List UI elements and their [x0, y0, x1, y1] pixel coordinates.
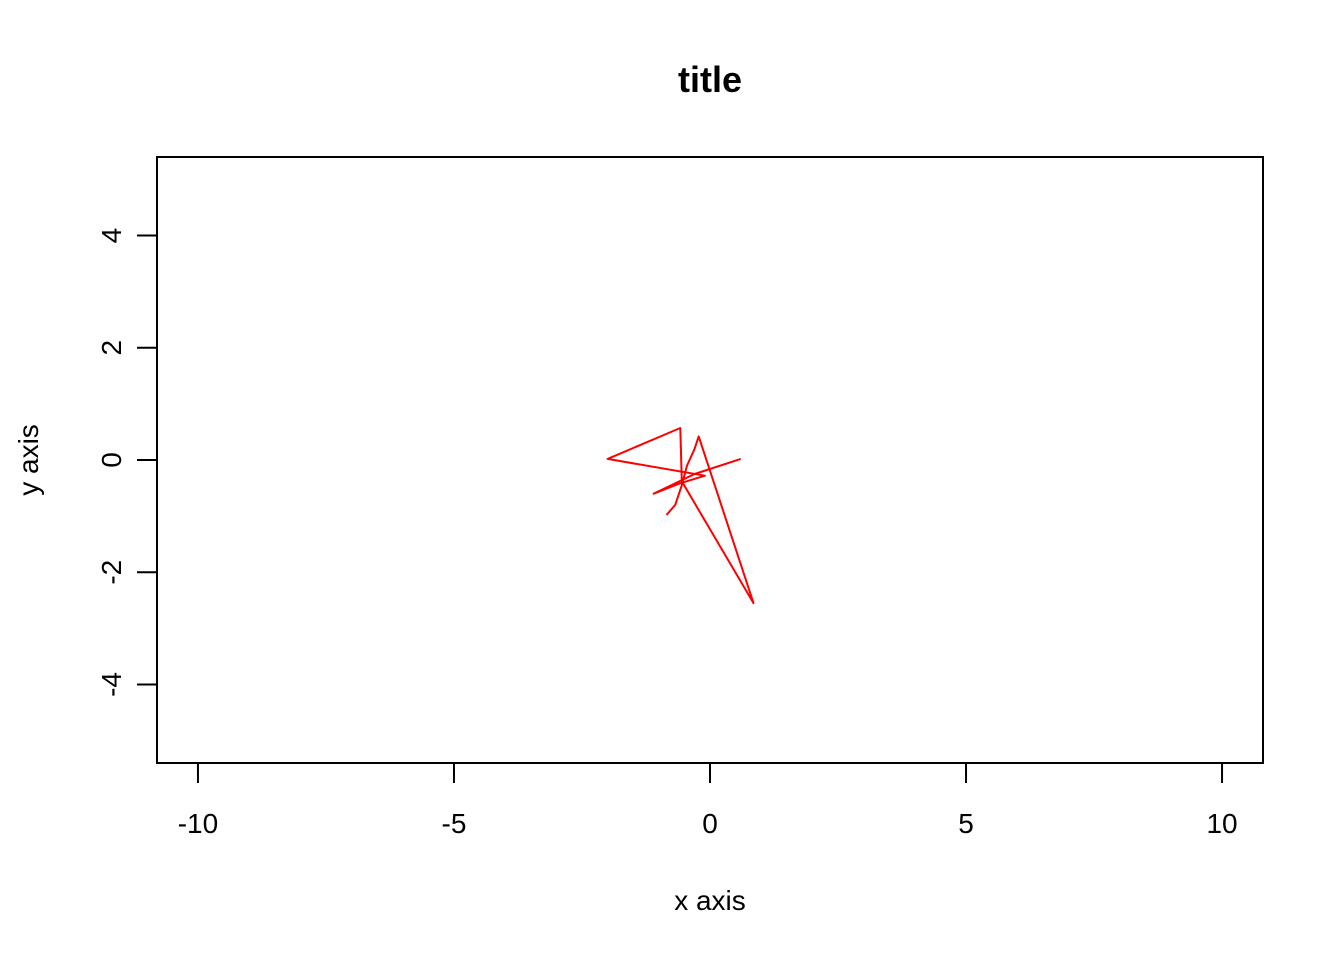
y-tick-label: -2: [96, 560, 127, 585]
x-tick-label: -10: [178, 808, 218, 839]
y-tick-label: 4: [96, 228, 127, 244]
x-axis: -10 -5 0 5 10: [178, 762, 1238, 839]
y-tick-label: 2: [96, 340, 127, 356]
x-tick-label: 10: [1206, 808, 1237, 839]
chart-title: title: [678, 59, 742, 100]
y-axis: -4 -2 0 2 4: [96, 228, 158, 697]
y-tick-label: -4: [96, 672, 127, 697]
plot-area-border: [156, 156, 1264, 764]
series-layer: [606, 427, 755, 605]
x-tick-label: -5: [442, 808, 467, 839]
x-tick-label: 5: [958, 808, 974, 839]
x-axis-label: x axis: [674, 885, 746, 916]
series-line: [606, 427, 755, 605]
y-axis-label: y axis: [13, 424, 44, 496]
x-tick-label: 0: [702, 808, 718, 839]
y-tick-label: 0: [96, 452, 127, 468]
